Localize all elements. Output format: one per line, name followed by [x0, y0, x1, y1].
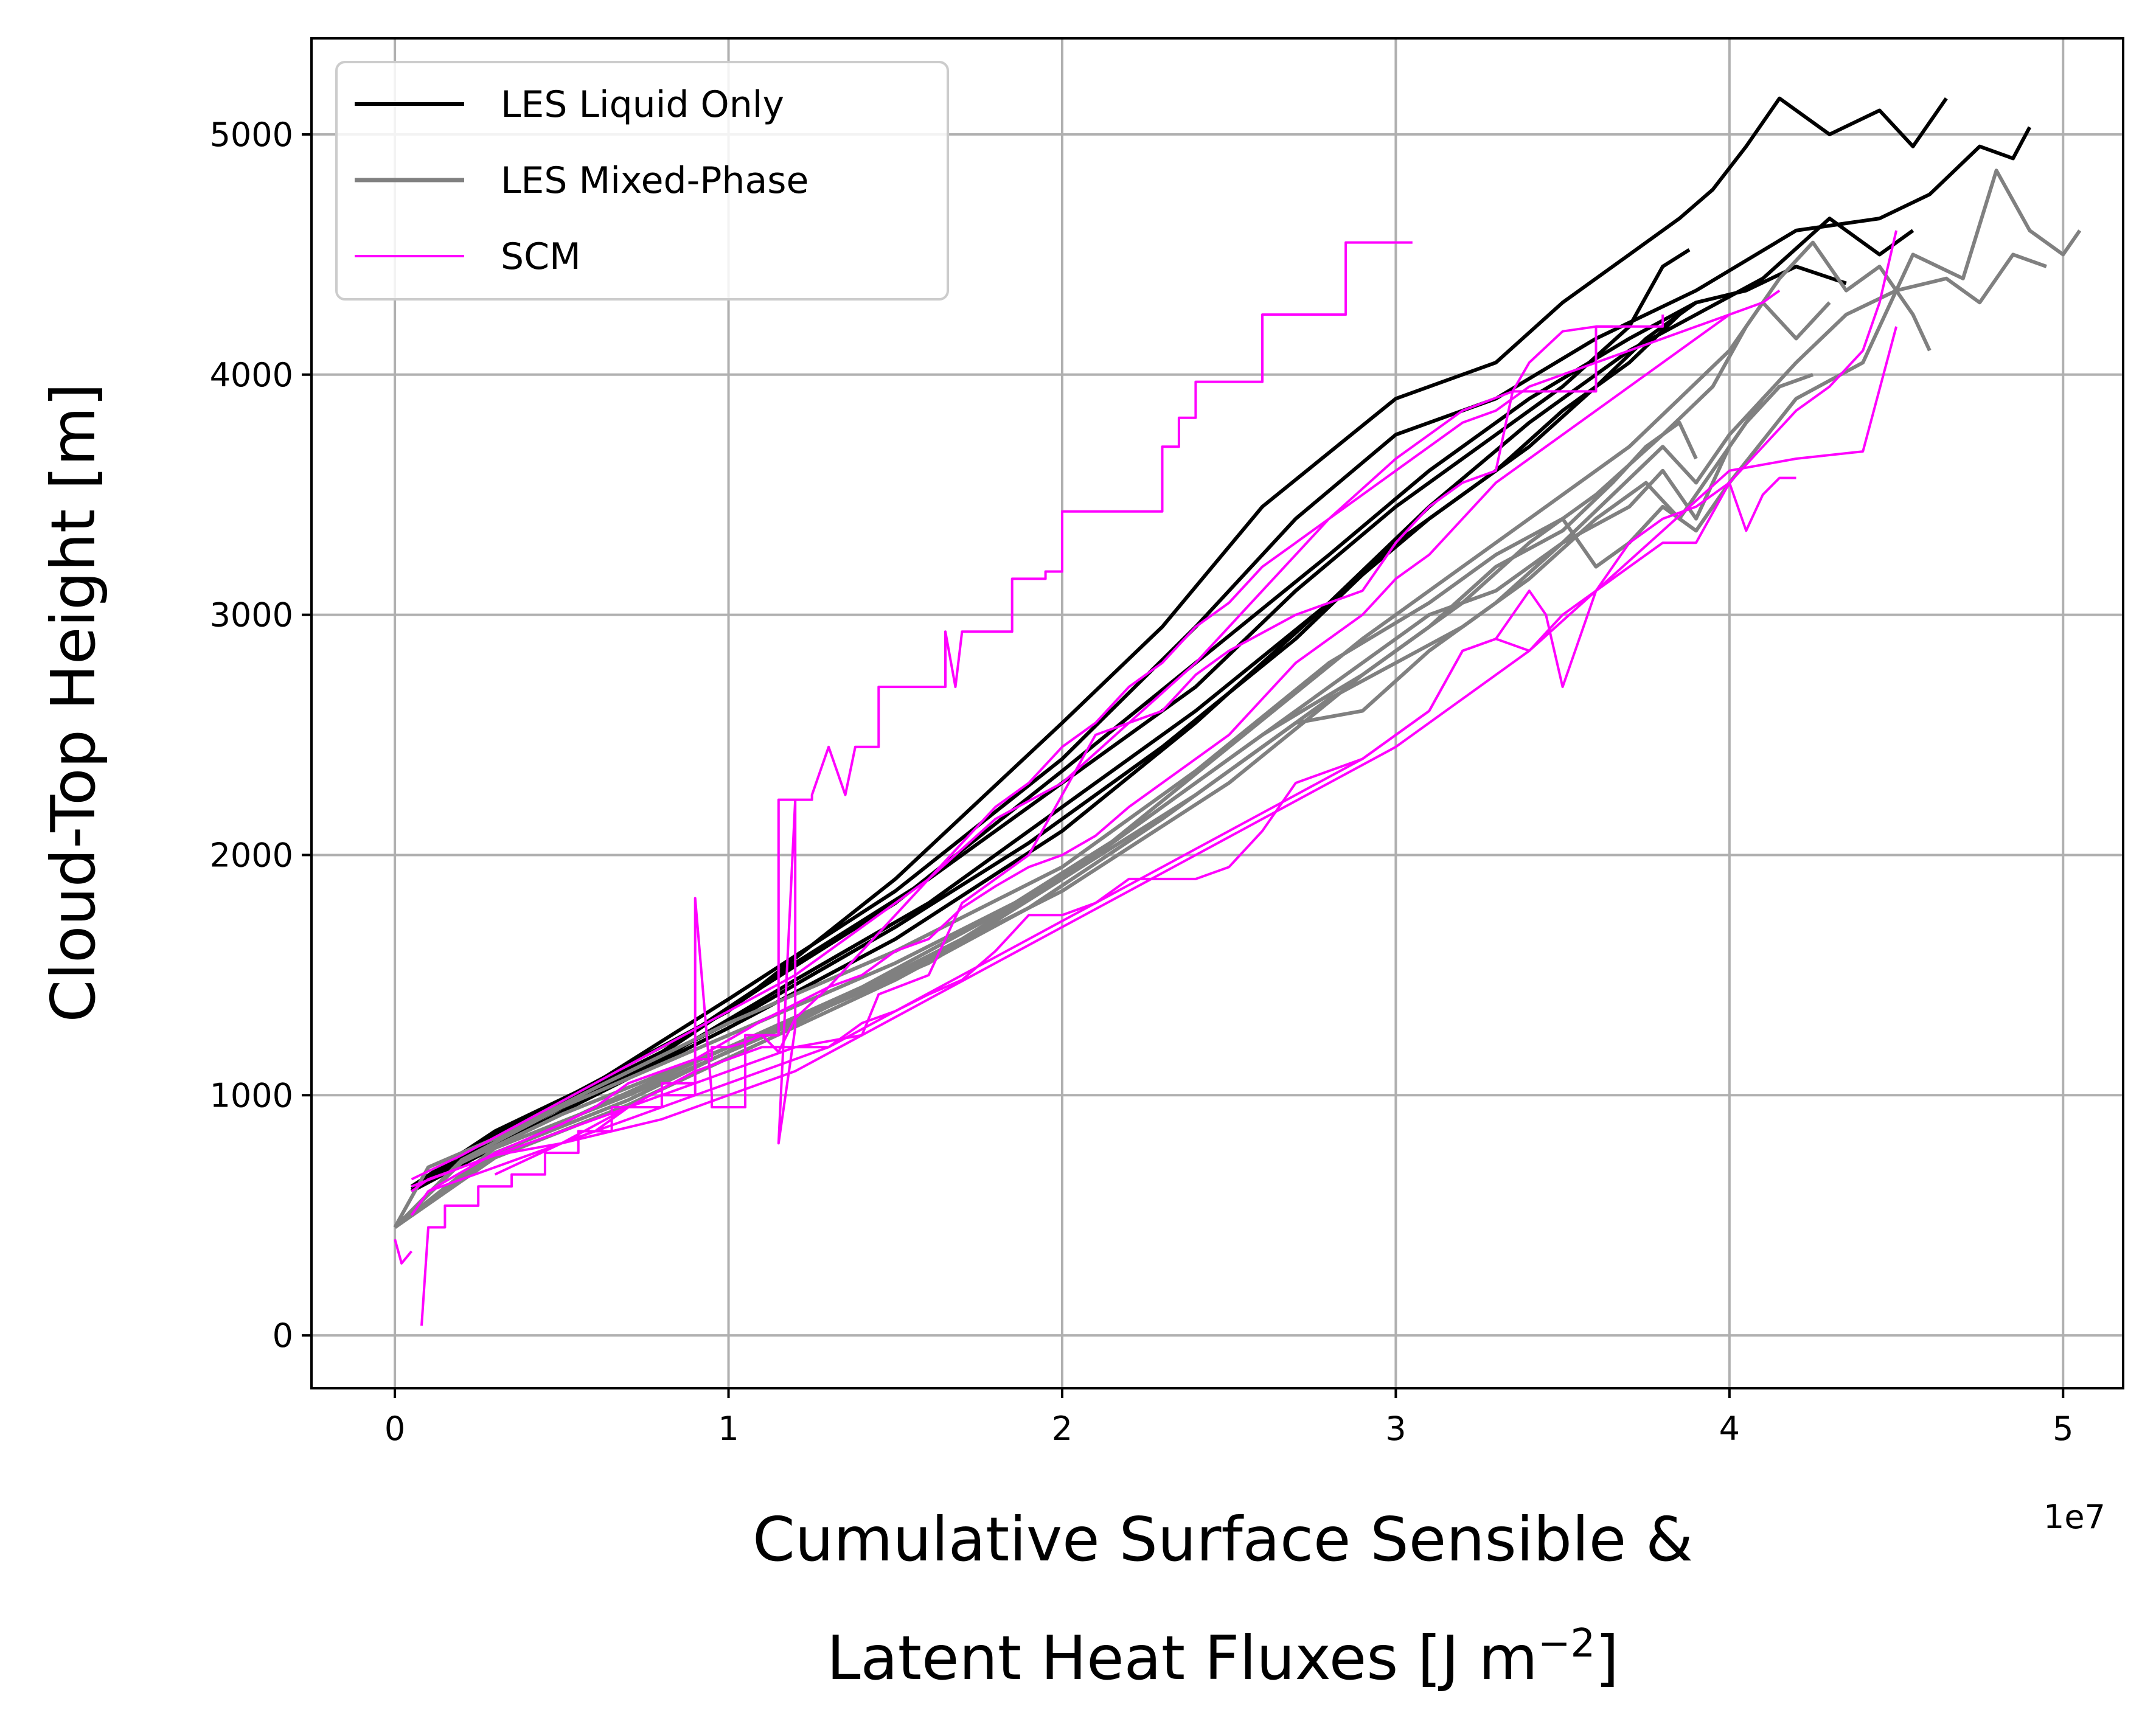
- x-tick-label-1: 1: [718, 1410, 739, 1448]
- x-tick-label-5: 5: [2053, 1410, 2073, 1448]
- les-mixed-phase-line-0: [393, 169, 2082, 1228]
- y-tick-label-5: 5000: [210, 116, 293, 154]
- x-axis-title-line1: Cumulative Surface Sensible &: [753, 1504, 1693, 1575]
- scm-line-7: [494, 476, 1796, 1176]
- legend: LES Liquid Only LES Mixed-Phase SCM: [335, 61, 949, 301]
- x-axis-ticks: 0 1 2 3 4 5: [384, 1388, 2073, 1448]
- series-layer: [393, 96, 2082, 1326]
- y-tick-label-0: 0: [273, 1316, 293, 1355]
- legend-label-les-liquid: LES Liquid Only: [501, 83, 784, 126]
- x-tick-label-4: 4: [1719, 1410, 1740, 1448]
- x-axis-title-line2-main: Latent Heat Fluxes [J m: [827, 1622, 1538, 1694]
- les-liquid-only-line-3: [410, 248, 1691, 1191]
- scm-line-3: [411, 241, 1413, 1192]
- y-axis-ticks: 0 1000 2000 3000 4000 5000: [210, 116, 311, 1355]
- scm-line-5: [411, 325, 1613, 1181]
- x-tick-label-2: 2: [1052, 1410, 1073, 1448]
- x-offset-label: 1e7: [2043, 1498, 2106, 1536]
- scm-line-8: [561, 326, 1898, 1145]
- y-axis-title: Cloud-Top Height [m]: [38, 383, 109, 1023]
- scm-line-0: [394, 1239, 413, 1265]
- les-liquid-only-line-1: [410, 126, 2032, 1188]
- les-mixed-phase-line-1: [393, 252, 2047, 1229]
- scm-line-4: [411, 315, 1664, 1188]
- x-axis-title-superscript: −2: [1538, 1621, 1595, 1666]
- y-tick-label-1: 1000: [210, 1076, 293, 1114]
- y-tick-label-4: 4000: [210, 356, 293, 394]
- legend-label-les-mixed: LES Mixed-Phase: [501, 159, 809, 202]
- x-tick-label-3: 3: [1385, 1410, 1406, 1448]
- legend-box: [335, 61, 949, 301]
- y-tick-label-2: 2000: [210, 836, 293, 874]
- plot-frame: [310, 37, 2124, 1389]
- les-mixed-phase-line-6: [394, 420, 1698, 1229]
- les-mixed-phase-line-4: [394, 372, 1814, 1229]
- x-axis-title-line2-end: ]: [1595, 1622, 1619, 1694]
- x-axis-title-line2: Latent Heat Fluxes [J m−2]: [827, 1621, 1619, 1694]
- y-tick-label-3: 3000: [210, 596, 293, 635]
- scm-line-1: [420, 289, 1781, 1326]
- scm-line-2: [410, 313, 1730, 1216]
- legend-label-scm: SCM: [501, 235, 581, 278]
- x-tick-label-0: 0: [384, 1410, 405, 1448]
